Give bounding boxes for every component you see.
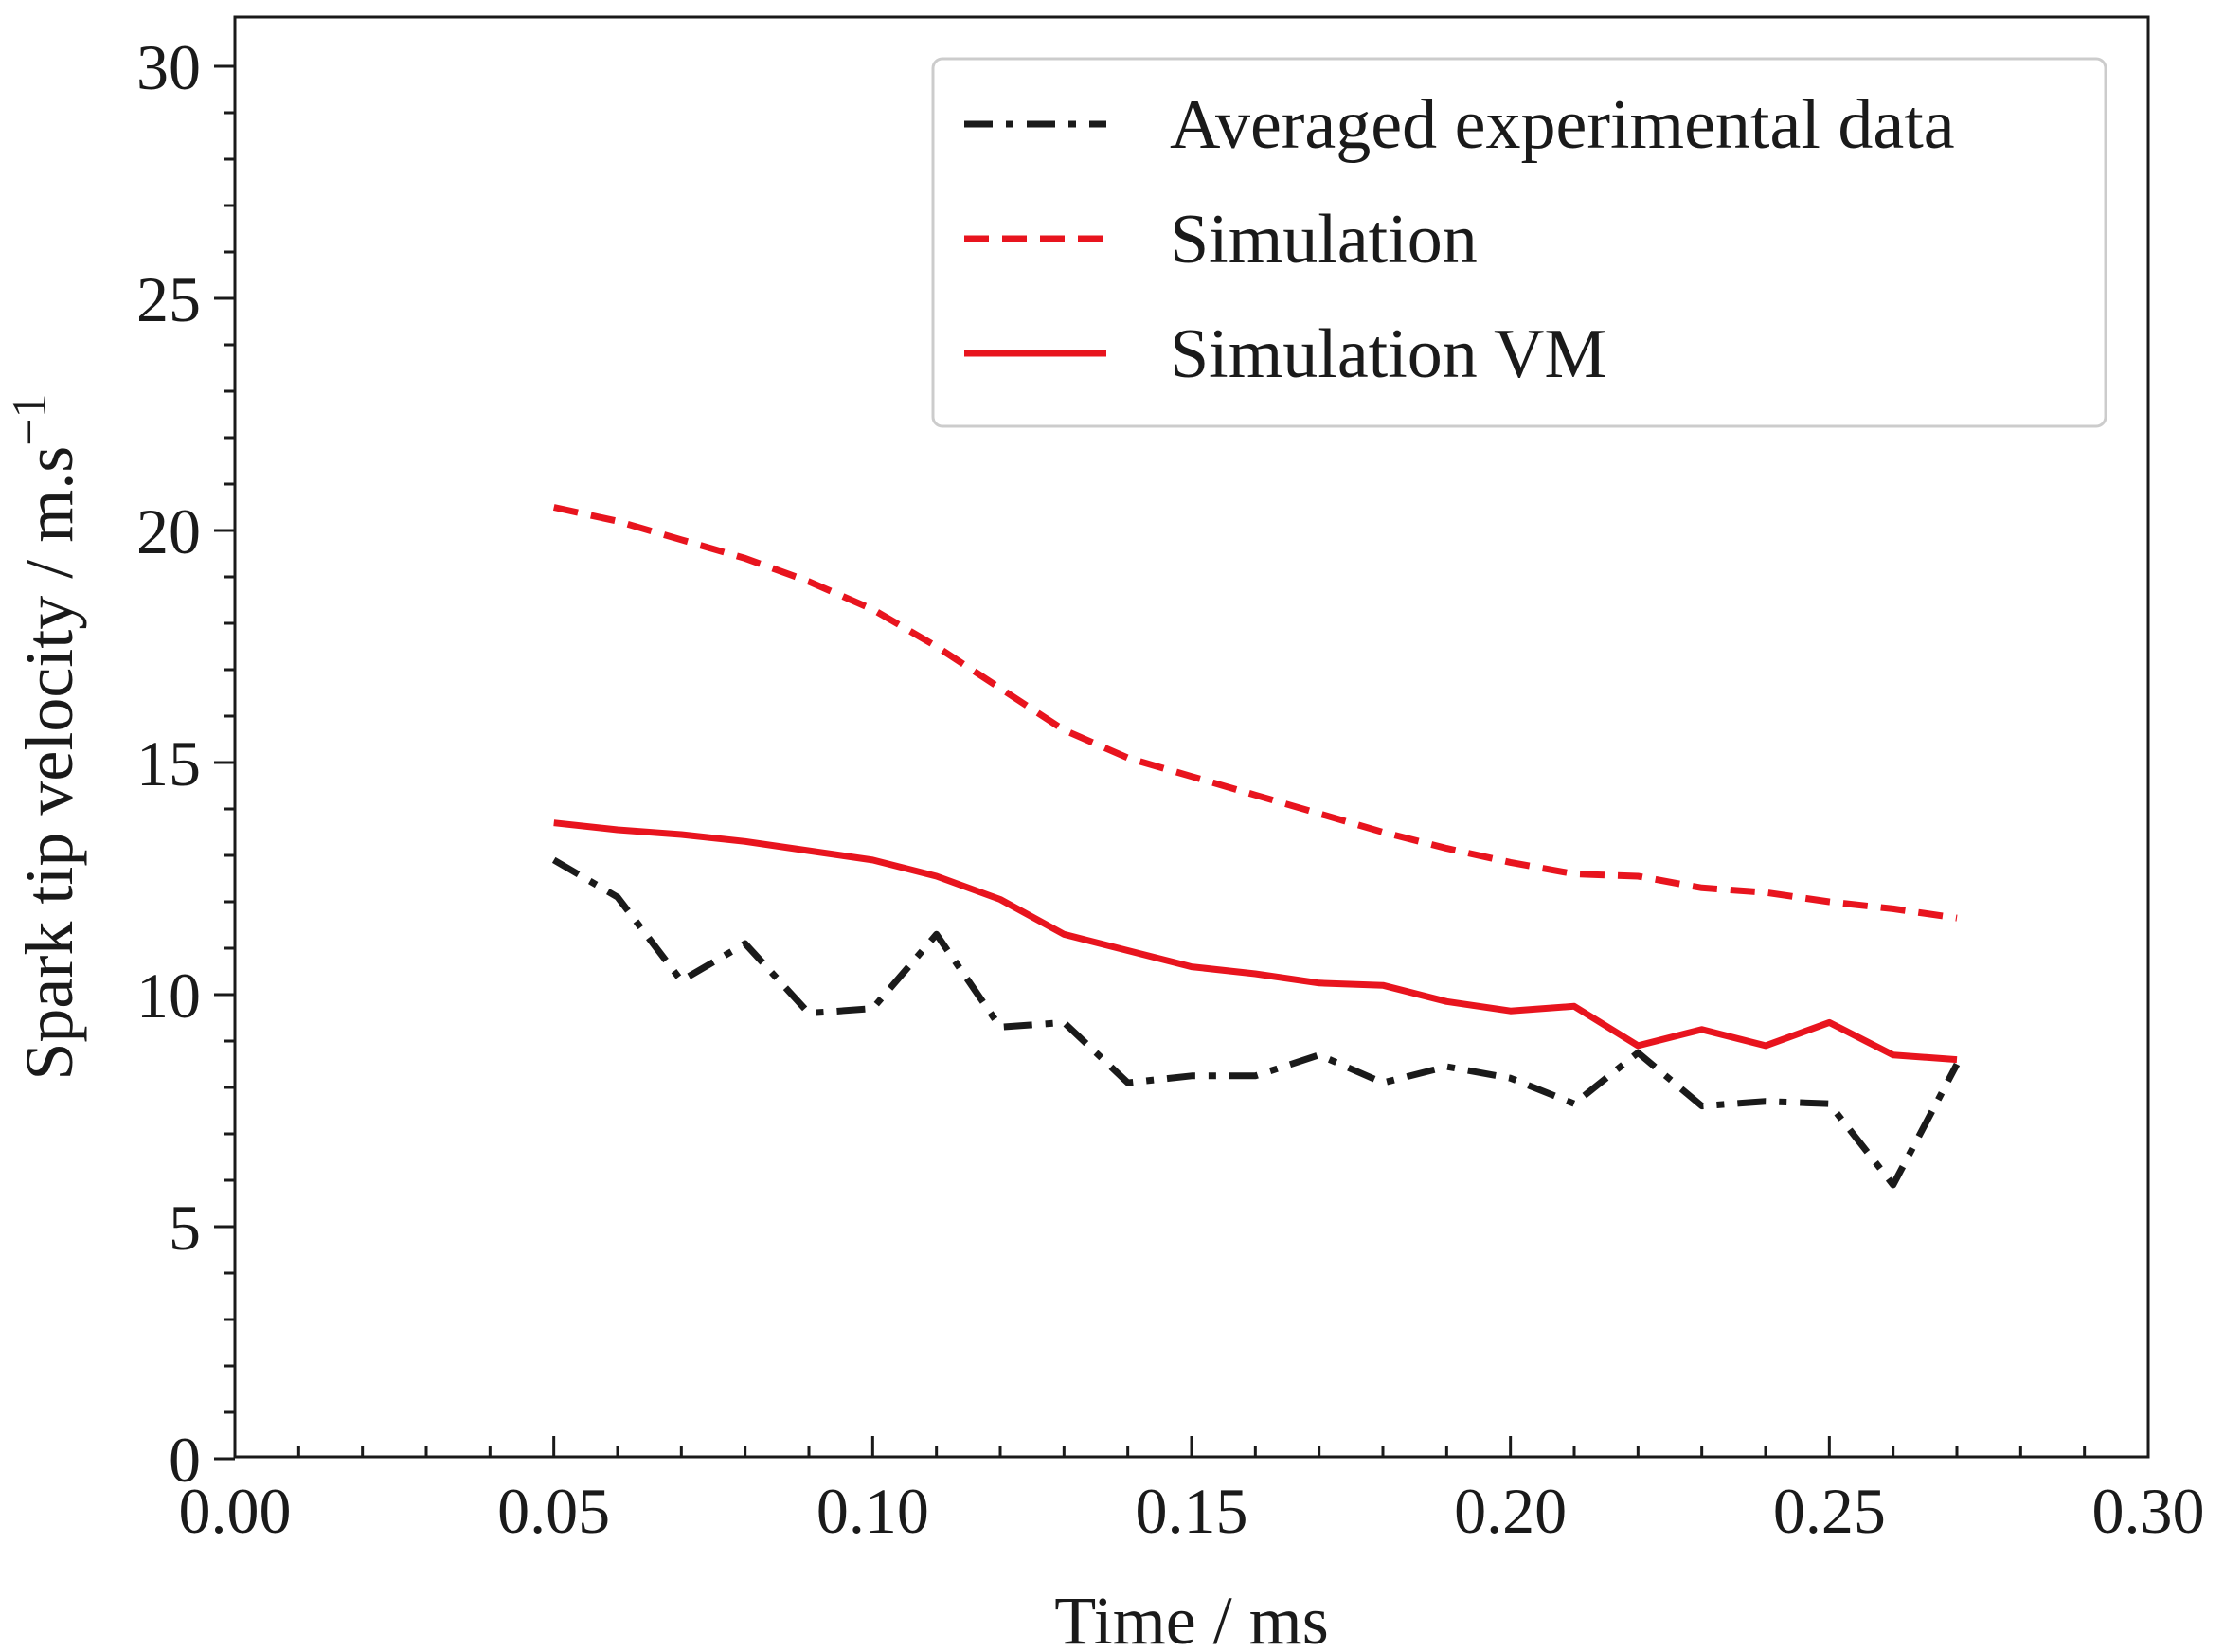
x-tick-label: 0.10 [816,1475,929,1547]
legend-label-0: Averaged experimental data [1170,86,1955,164]
y-axis-label-main: Spark tip velocity / m.s [11,446,87,1081]
y-axis-label: Spark tip velocity / m.s−1 [3,393,87,1080]
series-line-2 [553,819,1958,1064]
series-layer [551,504,1961,1189]
series-line-0 [551,856,1961,1189]
x-tick-label: 0.00 [179,1475,292,1547]
y-axis-ticks: 0 5 10 15 20 25 30 [136,31,235,1496]
x-tick-label: 0.30 [2092,1475,2205,1547]
y-tick-label: 10 [136,960,201,1032]
legend-entries: Averaged experimental data Simulation Simu… [964,86,1955,393]
y-tick-label: 15 [136,727,201,799]
legend-label-2: Simulation VM [1170,315,1606,393]
x-tick-label: 0.15 [1136,1475,1248,1547]
legend-frame [931,57,2107,428]
legend-label-1: Simulation [1170,201,1478,278]
x-tick-label: 0.05 [497,1475,610,1547]
x-axis-ticks: 0.00 0.05 0.10 0.15 0.20 0.25 0.30 [179,1436,2205,1547]
y-tick-label: 25 [136,263,201,335]
y-tick-label: 30 [136,31,201,103]
y-axis-label-superscript: −1 [3,393,57,445]
y-tick-label: 20 [136,495,201,567]
y-tick-label: 0 [169,1424,201,1496]
legend: Averaged experimental data Simulation Simu… [931,57,2107,428]
x-tick-label: 0.20 [1454,1475,1567,1547]
x-tick-label: 0.25 [1773,1475,1886,1547]
series-line-1 [552,504,1958,922]
x-axis-label: Time / ms [1054,1583,1328,1652]
y-tick-label: 5 [169,1192,201,1264]
